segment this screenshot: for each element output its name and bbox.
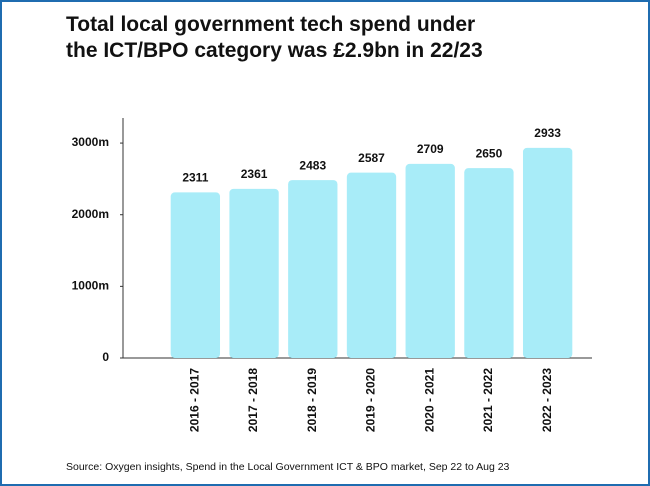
- bar: [346, 172, 397, 358]
- bar: [288, 180, 338, 358]
- value-label: 2933: [534, 126, 561, 140]
- x-tick-label: 2021 - 2022: [481, 368, 495, 432]
- value-label: 2361: [241, 167, 268, 181]
- bar: [464, 168, 514, 358]
- y-tick-label: 3000m: [72, 135, 109, 149]
- y-tick-label: 2000m: [72, 207, 109, 221]
- chart-title: Total local government tech spend under …: [66, 13, 483, 62]
- value-label: 2650: [476, 146, 503, 160]
- y-tick-label: 1000m: [72, 279, 109, 293]
- value-label: 2587: [358, 151, 385, 165]
- x-tick-label: 2016 - 2017: [188, 368, 202, 432]
- value-label: 2483: [299, 158, 326, 172]
- x-tick-label: 2022 - 2023: [540, 368, 554, 432]
- value-label: 2311: [182, 171, 208, 185]
- x-tick-label: 2017 - 2018: [246, 368, 260, 432]
- x-tick-label: 2019 - 2020: [364, 368, 378, 432]
- bar: [229, 188, 279, 358]
- y-tick-label: 0: [102, 350, 109, 364]
- bar: [522, 147, 573, 358]
- bar: [170, 192, 221, 358]
- x-tick-label: 2020 - 2021: [422, 368, 436, 432]
- source-note: Source: Oxygen insights, Spend in the Lo…: [66, 461, 510, 473]
- x-tick-label: 2018 - 2019: [305, 368, 319, 432]
- value-label: 2709: [417, 142, 444, 156]
- bar: [405, 163, 455, 358]
